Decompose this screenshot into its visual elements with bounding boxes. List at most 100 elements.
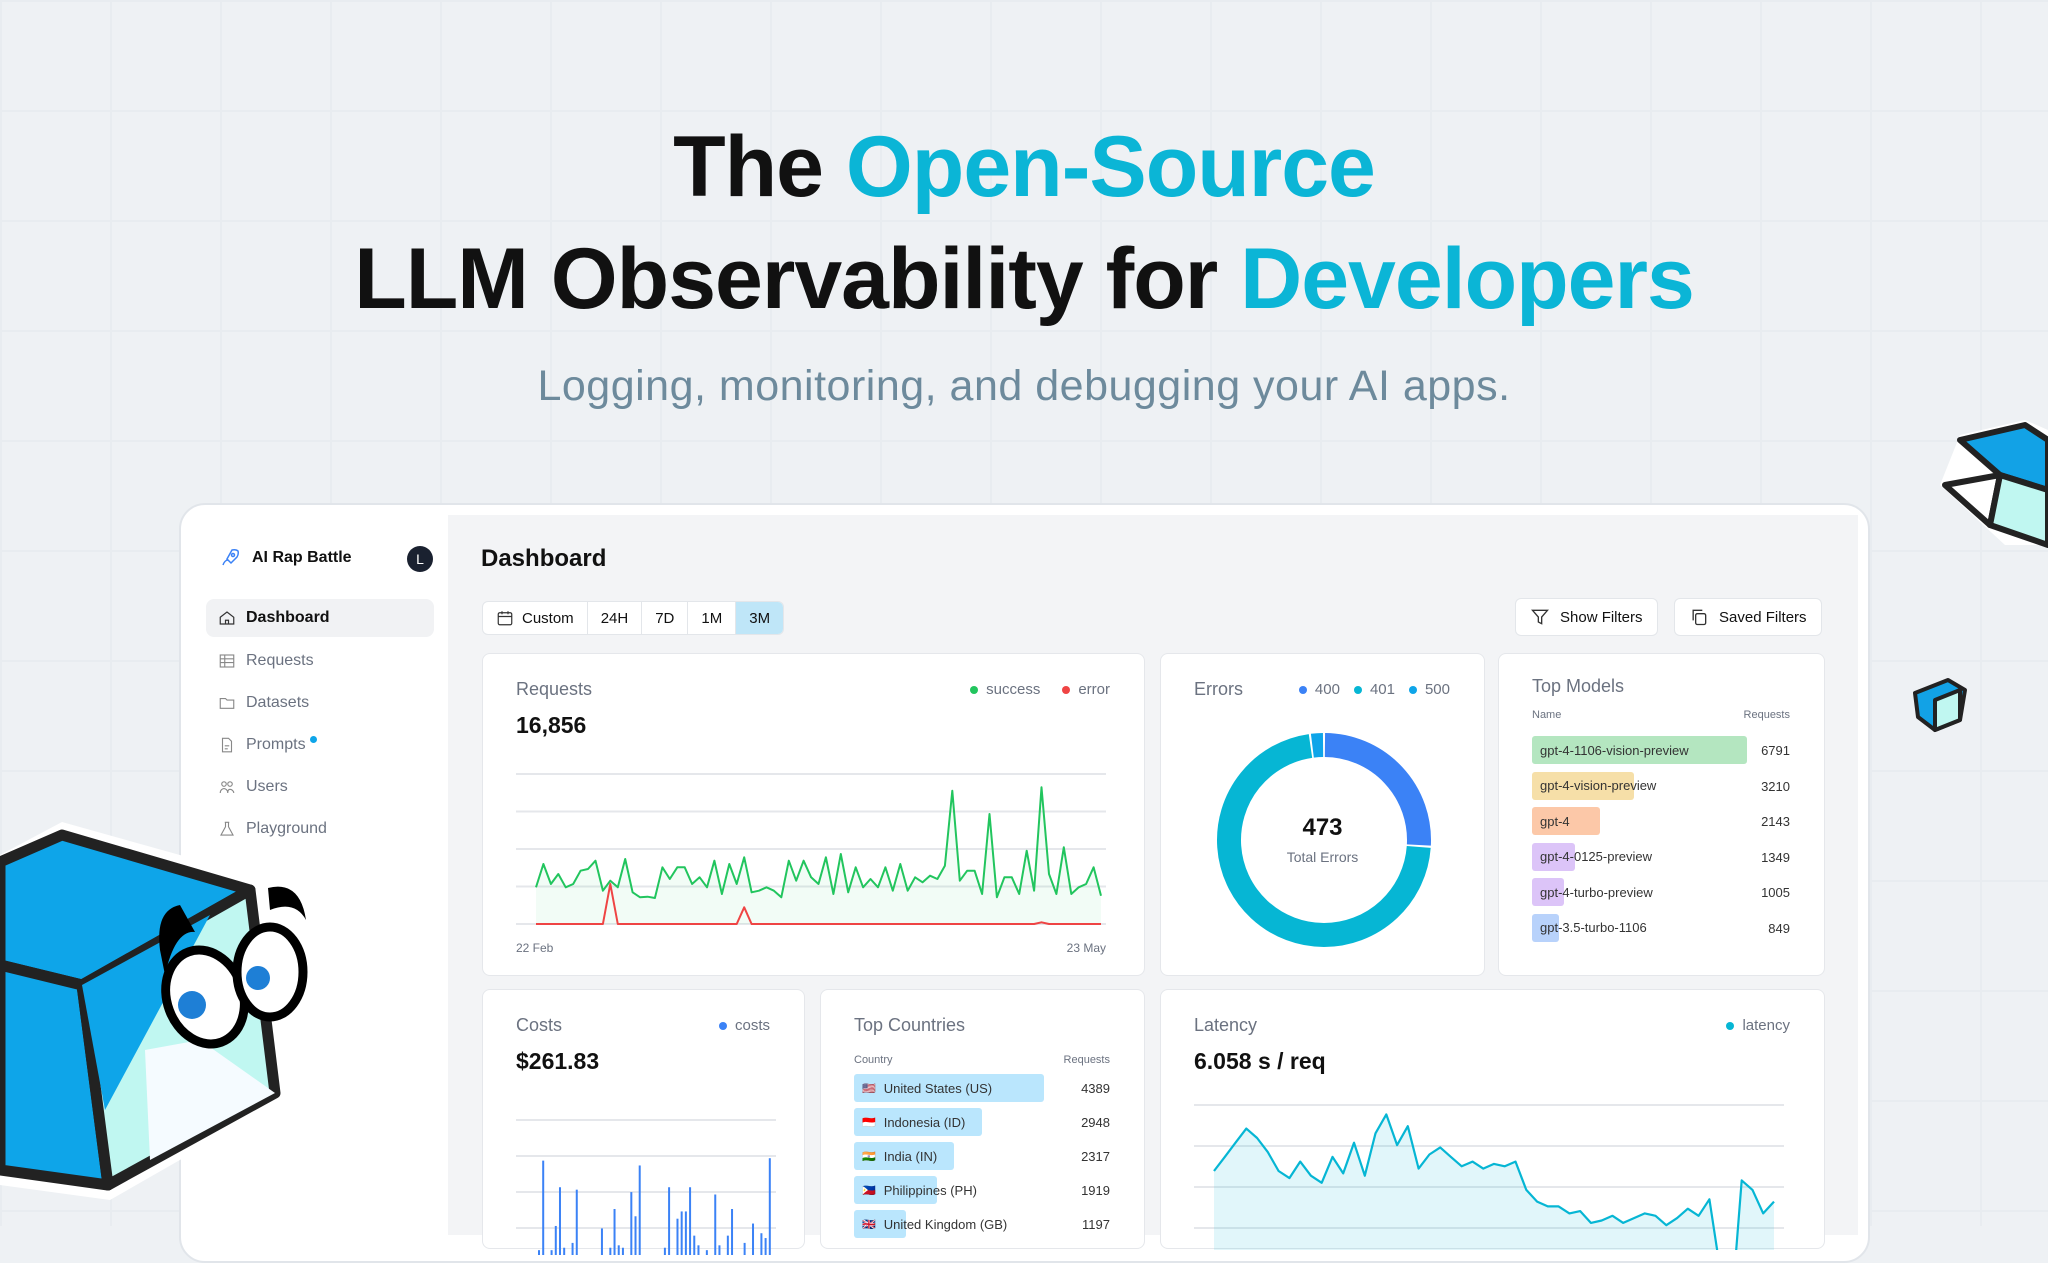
cost-bar[interactable] bbox=[760, 1233, 763, 1255]
top-models-card: Top Models Name Requests gpt-4-1106-visi… bbox=[1498, 653, 1825, 976]
sidebar-item-label: Dashboard bbox=[246, 609, 330, 626]
cost-bar[interactable] bbox=[705, 1250, 708, 1255]
cost-bar[interactable] bbox=[768, 1158, 771, 1255]
model-row[interactable]: gpt-4-0125-preview bbox=[1532, 842, 1747, 871]
cost-bar[interactable] bbox=[550, 1250, 553, 1255]
avatar[interactable]: L bbox=[407, 546, 433, 572]
cost-bar[interactable] bbox=[634, 1216, 637, 1255]
legend-success[interactable]: success bbox=[970, 681, 1040, 698]
legend-costs[interactable]: costs bbox=[718, 1017, 770, 1034]
sidebar-item-users[interactable]: Users bbox=[206, 768, 434, 806]
success-area bbox=[536, 787, 1101, 924]
saved-filters-button[interactable]: Saved Filters bbox=[1674, 598, 1822, 636]
cost-bar[interactable] bbox=[600, 1228, 603, 1255]
sidebar-item-requests[interactable]: Requests bbox=[206, 642, 434, 680]
tab-3m[interactable]: 3M bbox=[736, 602, 784, 634]
cost-bar[interactable] bbox=[752, 1223, 755, 1255]
country-row[interactable]: 🇬🇧 United Kingdom (GB) bbox=[854, 1210, 1044, 1238]
country-flag: 🇵🇭 bbox=[862, 1184, 876, 1197]
cost-bar[interactable] bbox=[575, 1189, 578, 1255]
sidebar-item-label: Prompts bbox=[246, 736, 306, 753]
cost-bar[interactable] bbox=[571, 1242, 574, 1255]
cost-bar[interactable] bbox=[613, 1209, 616, 1255]
tab-7d[interactable]: 7D bbox=[642, 602, 689, 634]
hero-title-accent: Open-Source bbox=[845, 119, 1376, 215]
country-flag: 🇺🇸 bbox=[862, 1082, 876, 1095]
donut-slice-400[interactable] bbox=[1324, 733, 1431, 846]
model-row[interactable]: gpt-4-vision-preview bbox=[1532, 771, 1747, 800]
donut-slice-500[interactable] bbox=[1310, 733, 1324, 758]
cost-bar[interactable] bbox=[680, 1211, 683, 1255]
card-title: Costs bbox=[516, 1015, 563, 1035]
legend-500[interactable]: 500 bbox=[1408, 681, 1450, 698]
model-bar bbox=[1532, 878, 1564, 906]
filter-icon bbox=[1531, 609, 1549, 625]
cost-bar[interactable] bbox=[609, 1247, 612, 1255]
model-row[interactable]: gpt-4-turbo-preview bbox=[1532, 878, 1747, 906]
country-row[interactable]: 🇵🇭 Philippines (PH) bbox=[854, 1176, 1044, 1204]
show-filters-button[interactable]: Show Filters bbox=[1515, 598, 1658, 636]
total-errors-value: 473 bbox=[1302, 814, 1343, 841]
model-row[interactable]: gpt-3.5-turbo-1106 bbox=[1532, 913, 1747, 942]
cost-bar[interactable] bbox=[731, 1209, 734, 1255]
org-switcher[interactable]: AI Rap Battle bbox=[218, 546, 352, 570]
model-row[interactable]: gpt-4 bbox=[1532, 807, 1747, 835]
legend-error[interactable]: error bbox=[1062, 681, 1110, 698]
sidebar-item-prompts[interactable]: Prompts bbox=[206, 726, 434, 764]
column-header-requests: Requests bbox=[1743, 709, 1790, 721]
cost-bar[interactable] bbox=[684, 1211, 687, 1255]
country-name: United States (US) bbox=[883, 1080, 993, 1096]
model-requests: 6791 bbox=[1761, 743, 1790, 758]
country-row[interactable]: 🇮🇩 Indonesia (ID) bbox=[854, 1108, 1044, 1136]
country-name: Philippines (PH) bbox=[883, 1182, 977, 1198]
sidebar-item-dashboard[interactable]: Dashboard bbox=[206, 599, 434, 637]
country-row[interactable]: 🇮🇳 India (IN) bbox=[854, 1142, 1044, 1170]
country-bar bbox=[854, 1074, 1044, 1102]
cost-bar[interactable] bbox=[676, 1218, 679, 1255]
cost-bar[interactable] bbox=[554, 1225, 557, 1255]
error-series-line bbox=[536, 883, 1101, 925]
cost-bar[interactable] bbox=[714, 1194, 717, 1256]
cost-bar[interactable] bbox=[743, 1242, 746, 1255]
cost-bar[interactable] bbox=[718, 1245, 721, 1255]
cost-bar[interactable] bbox=[538, 1250, 540, 1255]
latency-area bbox=[1214, 1114, 1774, 1250]
cost-bar[interactable] bbox=[693, 1235, 696, 1255]
sidebar-item-playground[interactable]: Playground bbox=[206, 810, 434, 848]
sidebar-item-label: Datasets bbox=[246, 694, 310, 711]
cost-bar[interactable] bbox=[689, 1187, 692, 1255]
small-cube-decoration-icon bbox=[1913, 678, 1967, 732]
legend-latency[interactable]: latency bbox=[1726, 1017, 1790, 1034]
sidebar-item-datasets[interactable]: Datasets bbox=[206, 684, 434, 722]
country-flag: 🇮🇩 bbox=[862, 1116, 876, 1129]
cost-bar[interactable] bbox=[563, 1247, 566, 1255]
country-row[interactable]: 🇺🇸 United States (US) bbox=[854, 1074, 1044, 1102]
cost-bar[interactable] bbox=[697, 1245, 700, 1255]
cost-bar[interactable] bbox=[726, 1235, 729, 1255]
cost-bar[interactable] bbox=[630, 1192, 633, 1255]
country-requests: 4389 bbox=[1081, 1081, 1110, 1096]
legend-400[interactable]: 400 bbox=[1298, 681, 1340, 698]
donut-slice-401[interactable] bbox=[1217, 734, 1431, 947]
costs-bar-chart bbox=[516, 1119, 776, 1256]
cost-bar[interactable] bbox=[668, 1187, 671, 1255]
cost-bar[interactable] bbox=[764, 1238, 767, 1255]
model-row[interactable]: gpt-4-1106-vision-preview bbox=[1532, 736, 1747, 764]
country-name: India (IN) bbox=[883, 1148, 938, 1164]
legend-401[interactable]: 401 bbox=[1353, 681, 1395, 698]
tab-24h[interactable]: 24H bbox=[588, 602, 643, 634]
model-requests: 2143 bbox=[1761, 814, 1790, 829]
cost-bar[interactable] bbox=[638, 1165, 641, 1255]
tab-custom[interactable]: Custom bbox=[483, 602, 588, 634]
cost-bar[interactable] bbox=[542, 1160, 545, 1255]
country-requests: 2948 bbox=[1081, 1115, 1110, 1130]
cost-bar[interactable] bbox=[663, 1247, 666, 1255]
cost-bar[interactable] bbox=[621, 1247, 624, 1255]
card-title: Requests bbox=[516, 679, 593, 699]
country-bar bbox=[854, 1176, 938, 1204]
cost-bar[interactable] bbox=[558, 1187, 561, 1255]
tab-1m[interactable]: 1M bbox=[688, 602, 737, 634]
cost-bar[interactable] bbox=[617, 1245, 620, 1255]
country-requests: 1919 bbox=[1081, 1183, 1110, 1198]
card-title: Top Models bbox=[1532, 676, 1625, 696]
